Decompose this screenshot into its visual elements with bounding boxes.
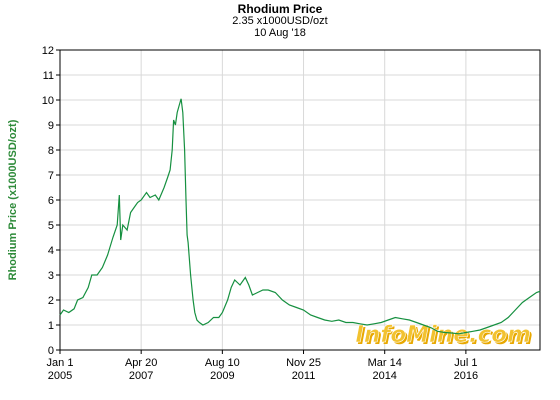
x-tick-label-year: 2007 bbox=[129, 370, 153, 382]
x-tick-label-date: Mar 14 bbox=[368, 357, 402, 369]
y-tick-label: 6 bbox=[48, 195, 54, 207]
y-tick-label: 1 bbox=[48, 320, 54, 332]
x-tick-label-date: Jul 1 bbox=[454, 357, 477, 369]
price-series-line bbox=[59, 98, 541, 335]
y-tick-label: 10 bbox=[42, 95, 54, 107]
y-tick-label: 3 bbox=[48, 270, 54, 282]
y-tick-label: 9 bbox=[48, 120, 54, 132]
y-tick-label: 11 bbox=[43, 70, 54, 82]
watermark-logo: InfoMine.com bbox=[355, 322, 531, 348]
y-tick-label: 12 bbox=[42, 45, 54, 57]
y-tick-label: 7 bbox=[48, 170, 54, 182]
x-tick-label-date: Nov 25 bbox=[286, 357, 321, 369]
x-tick-label-year: 2009 bbox=[210, 370, 234, 382]
y-tick-label: 0 bbox=[48, 345, 54, 357]
chart-title: Rhodium Price bbox=[237, 2, 323, 16]
x-tick-label-year: 2014 bbox=[372, 370, 396, 382]
x-tick-label-date: Apr 20 bbox=[125, 357, 157, 369]
x-tick-label-year: 2005 bbox=[48, 370, 72, 382]
watermark-shadow: InfoMine.com bbox=[357, 324, 533, 350]
watermark-group: InfoMine.com InfoMine.com bbox=[355, 322, 533, 350]
x-tick-label-year: 2011 bbox=[292, 370, 316, 382]
grid-lines bbox=[60, 50, 540, 350]
current-price-label: 2.35 x1000USD/ozt bbox=[232, 15, 328, 27]
y-axis-label: Rhodium Price (x1000USD/ozt) bbox=[7, 119, 19, 280]
x-tick-label-date: Jan 1 bbox=[47, 357, 74, 369]
current-date-label: 10 Aug '18 bbox=[254, 27, 306, 39]
x-tick-label-year: 2016 bbox=[454, 370, 478, 382]
y-tick-label: 5 bbox=[48, 220, 54, 232]
x-tick-label-date: Aug 10 bbox=[205, 357, 240, 369]
y-tick-label: 8 bbox=[48, 145, 54, 157]
y-tick-label: 2 bbox=[48, 295, 54, 307]
y-tick-label: 4 bbox=[48, 245, 54, 257]
